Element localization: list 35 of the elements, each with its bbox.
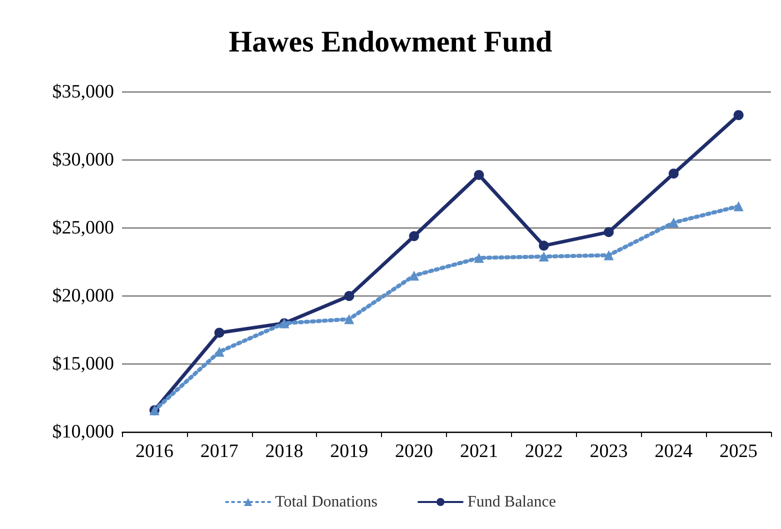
x-tick-label: 2021 <box>460 441 498 462</box>
point <box>538 240 549 251</box>
x-tick-label: 2017 <box>200 441 238 462</box>
point <box>344 314 354 324</box>
x-tick-label: 2020 <box>395 441 434 462</box>
point <box>474 170 484 180</box>
x-tick-label: 2022 <box>524 441 563 462</box>
point <box>734 201 744 212</box>
point <box>604 227 614 238</box>
y-tick-label: $15,000 <box>52 354 114 374</box>
y-tick-label: $20,000 <box>52 286 114 306</box>
y-tick-label: $25,000 <box>52 218 114 238</box>
point <box>604 250 614 260</box>
y-tick-label: $35,000 <box>52 82 114 102</box>
legend-label: Fund Balance <box>468 494 556 510</box>
chart-title: Hawes Endowment Fund <box>228 26 553 58</box>
point <box>538 252 549 262</box>
point <box>409 231 420 242</box>
x-tick-label: 2018 <box>265 441 304 462</box>
x-tick-label: 2019 <box>330 441 368 462</box>
point <box>668 168 679 179</box>
point <box>474 252 484 263</box>
point <box>734 110 744 120</box>
point <box>214 346 224 357</box>
y-tick-label: $10,000 <box>52 422 114 442</box>
point <box>668 218 679 228</box>
y-tick-label: $30,000 <box>52 150 114 170</box>
point <box>409 270 420 281</box>
x-tick-label: 2024 <box>654 441 694 462</box>
point <box>214 328 224 338</box>
legend-label: Total Donations <box>275 494 378 510</box>
x-tick-label: 2025 <box>720 441 758 462</box>
x-tick-label: 2016 <box>135 441 174 462</box>
point <box>344 291 354 301</box>
x-tick-label: 2023 <box>590 441 628 462</box>
